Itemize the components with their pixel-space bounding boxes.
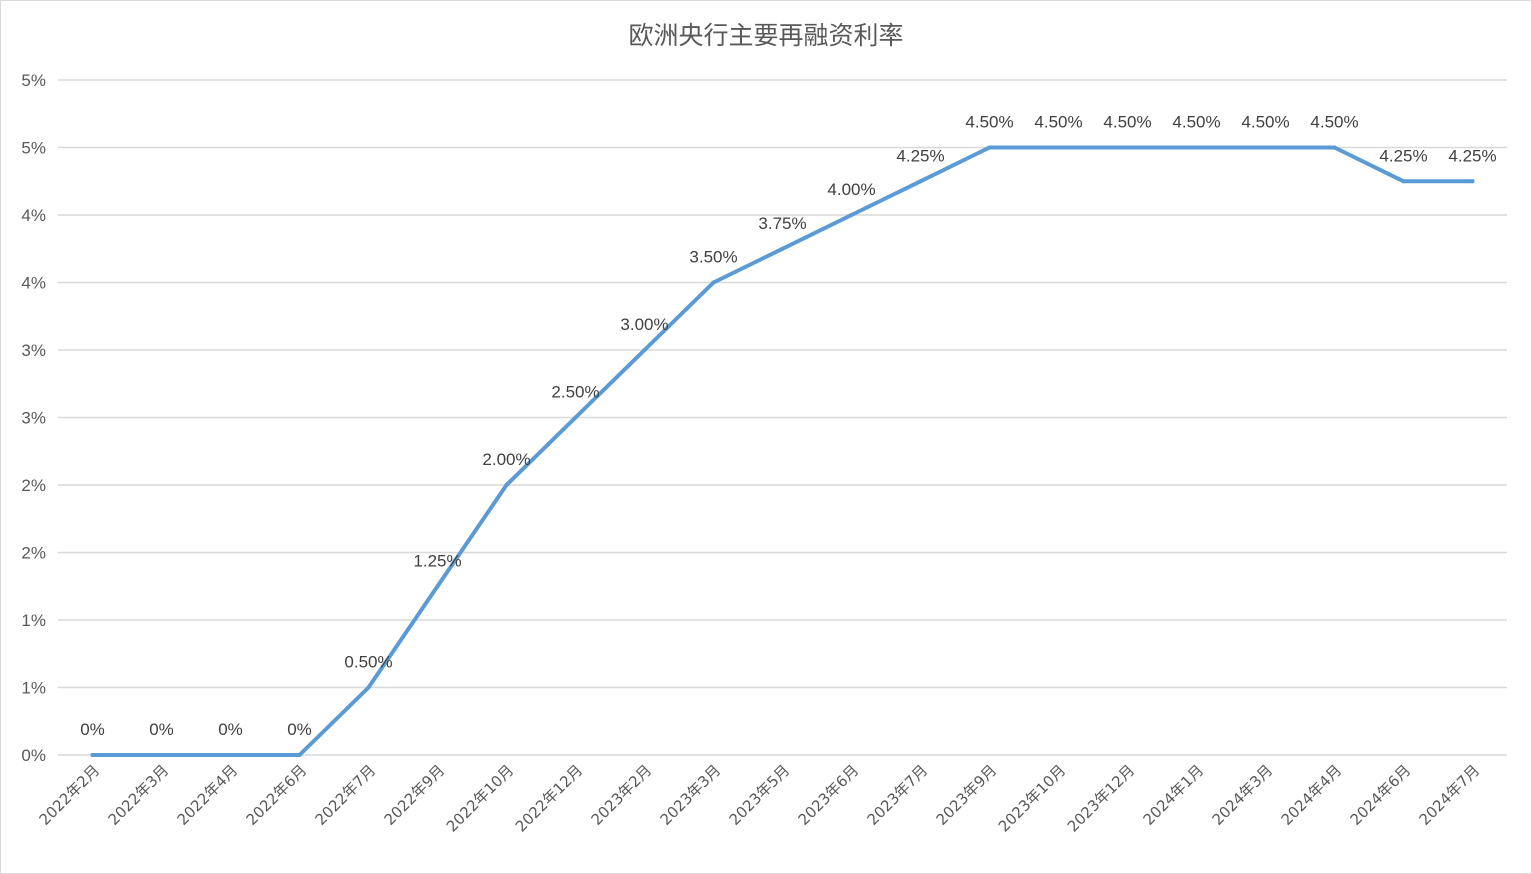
y-tick-label: 2% <box>21 476 46 495</box>
data-label: 0% <box>218 720 243 739</box>
y-tick-label: 2% <box>21 544 46 563</box>
y-tick-label: 4% <box>21 274 46 293</box>
y-tick-label: 0% <box>21 746 46 765</box>
data-point <box>780 246 785 251</box>
data-label: 1.25% <box>413 551 461 570</box>
x-tick-label: 2023年5月 <box>726 761 794 829</box>
data-label: 4.25% <box>1379 146 1427 165</box>
y-tick-label: 1% <box>21 611 46 630</box>
data-point <box>849 213 854 217</box>
chart-title: 欧洲央行主要再融资利率 <box>628 21 903 50</box>
data-label: 0.50% <box>344 653 392 672</box>
data-point <box>1401 179 1406 184</box>
data-label: 2.00% <box>482 450 530 469</box>
x-tick-label: 2022年12月 <box>512 761 586 835</box>
data-point <box>573 415 578 420</box>
data-point <box>1332 145 1337 150</box>
data-point <box>504 483 509 487</box>
series-line <box>90 145 1475 757</box>
data-point <box>366 685 371 690</box>
x-tick-label: 2022年4月 <box>174 761 242 829</box>
x-tick-label: 2022年9月 <box>381 761 449 829</box>
x-tick-label: 2024年1月 <box>1140 761 1208 829</box>
x-tick-label: 2022年10月 <box>443 761 517 835</box>
data-label: 3.50% <box>689 248 737 267</box>
x-tick-label: 2024年6月 <box>1347 761 1415 829</box>
series-layer <box>90 145 1475 757</box>
x-tick-label: 2023年2月 <box>588 761 656 829</box>
y-tick-label: 3% <box>21 409 46 428</box>
data-label: 2.50% <box>551 383 599 402</box>
data-label: 4.00% <box>827 180 875 199</box>
x-tick-label: 2023年10月 <box>995 761 1069 835</box>
y-tick-label: 1% <box>21 679 46 698</box>
data-label: 4.50% <box>1103 113 1151 132</box>
data-label: 3.00% <box>620 315 668 334</box>
data-point <box>228 753 233 757</box>
data-label: 0% <box>149 720 174 739</box>
x-tick-label: 2024年3月 <box>1209 761 1277 829</box>
x-axis-ticks: 2022年2月 2022年3月 2022年4月 2022年6月 2022年7月 2022年… <box>36 761 1484 835</box>
data-label: 4.25% <box>896 146 944 165</box>
y-tick-label: 5% <box>21 139 46 158</box>
data-label: 4.50% <box>1310 113 1358 132</box>
x-tick-label: 2022年3月 <box>105 761 173 829</box>
data-point <box>1470 179 1475 184</box>
data-label: 0% <box>80 720 105 739</box>
data-point <box>711 280 716 285</box>
data-point <box>918 179 923 184</box>
x-tick-label: 2023年3月 <box>657 761 725 829</box>
y-tick-label: 4% <box>21 206 46 225</box>
y-axis-ticks: 0% 1% 1% 2% 2% 3% 3% 4% 4% 5% 5% <box>21 71 46 765</box>
x-tick-label: 2022年6月 <box>243 761 311 829</box>
y-tick-label: 5% <box>21 71 46 90</box>
data-point <box>1056 145 1061 150</box>
data-point <box>297 753 302 757</box>
data-label: 4.25% <box>1448 146 1496 165</box>
data-label: 3.75% <box>758 214 806 233</box>
data-label: 4.50% <box>1034 113 1082 132</box>
x-tick-label: 2023年12月 <box>1064 761 1138 835</box>
data-point <box>1194 145 1199 150</box>
data-point <box>435 584 440 589</box>
x-tick-label: 2022年2月 <box>36 761 104 829</box>
x-tick-label: 2023年6月 <box>795 761 863 829</box>
data-point <box>642 348 647 352</box>
data-label: 0% <box>287 720 312 739</box>
data-point <box>987 145 992 150</box>
data-label: 4.50% <box>1172 113 1220 132</box>
data-labels: 0% 0% 0% 0% 0.50% 1.25% 2.00% 2.50% 3.00% 3.50% 3.… <box>80 113 1496 740</box>
data-point <box>1263 145 1268 150</box>
x-tick-label: 2024年4月 <box>1278 761 1346 829</box>
data-point <box>1125 145 1130 150</box>
data-point <box>159 753 164 757</box>
y-tick-label: 3% <box>21 341 46 360</box>
data-label: 4.50% <box>965 113 1013 132</box>
data-point <box>90 753 95 757</box>
gridlines <box>58 79 1507 756</box>
data-label: 4.50% <box>1241 113 1289 132</box>
x-tick-label: 2024年7月 <box>1416 761 1484 829</box>
x-tick-label: 2022年7月 <box>312 761 380 829</box>
x-tick-label: 2023年9月 <box>933 761 1001 829</box>
x-tick-label: 2023年7月 <box>864 761 932 829</box>
